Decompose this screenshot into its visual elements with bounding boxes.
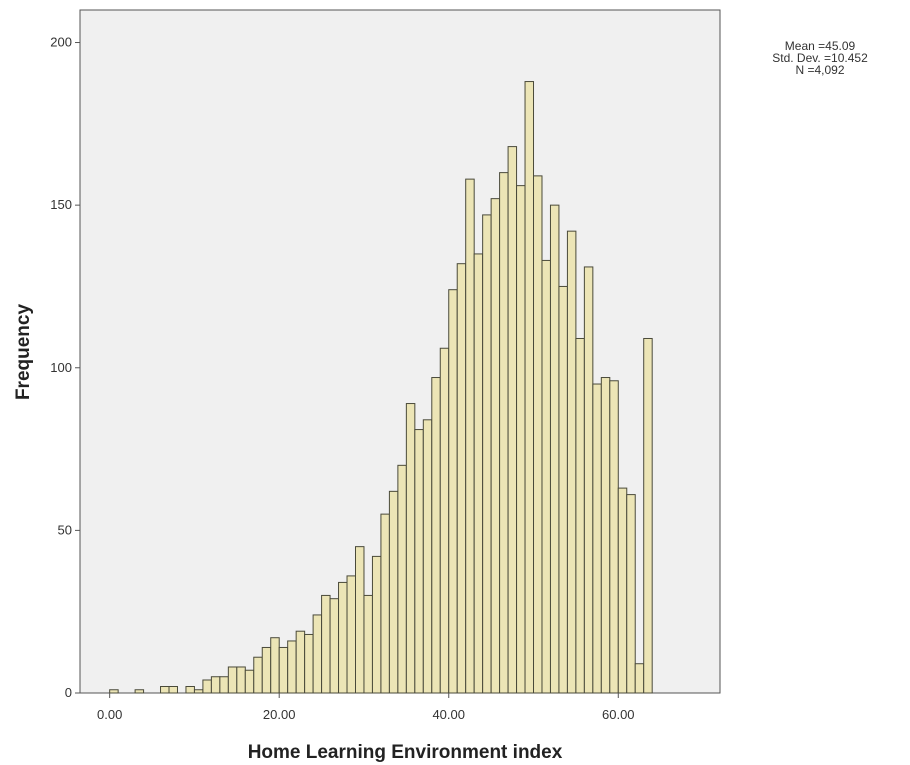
y-tick-label: 100 <box>50 360 72 375</box>
histogram-bar <box>583 266 594 694</box>
histogram-bar <box>549 204 560 694</box>
histogram-bar <box>109 689 119 694</box>
histogram-bar <box>448 289 458 694</box>
histogram-bar <box>473 253 484 694</box>
histogram-bar <box>405 403 416 694</box>
stats-std-dev: Std. Dev. =10.452 <box>772 51 868 65</box>
histogram-bar <box>609 380 619 694</box>
bars-group <box>109 81 653 694</box>
x-axis: 0.00 20.00 40.00 60.00 <box>97 693 635 722</box>
histogram-bar <box>346 575 356 694</box>
x-axis-title: Home Learning Environment index <box>248 742 563 763</box>
x-tick-label: 60.00 <box>602 707 635 722</box>
histogram-bar <box>219 676 229 694</box>
histogram-bar <box>617 487 628 694</box>
y-tick-label: 0 <box>65 685 72 700</box>
histogram-bar <box>355 546 365 694</box>
histogram-bar <box>634 663 645 694</box>
y-tick-label: 150 <box>50 197 72 212</box>
histogram-bar <box>185 686 195 694</box>
stats-n: N =4,092 <box>795 63 845 77</box>
histogram-bar <box>558 285 568 694</box>
histogram-bar <box>422 419 433 694</box>
histogram-bar <box>490 198 501 694</box>
y-tick-label: 50 <box>58 522 72 537</box>
histogram-bar <box>388 490 399 694</box>
histogram-bar <box>160 686 170 694</box>
histogram-bar <box>592 383 602 694</box>
histogram-bar <box>439 347 450 694</box>
histogram-bar <box>414 429 424 694</box>
histogram-bar <box>168 686 178 694</box>
histogram-bar <box>482 214 492 694</box>
histogram-bar <box>329 598 340 694</box>
histogram-bar <box>371 555 382 694</box>
stats-mean: Mean =45.09 <box>784 39 856 53</box>
histogram-bar <box>643 337 653 694</box>
histogram-bar <box>507 146 518 694</box>
y-axis: 0 50 100 150 200 <box>50 35 80 700</box>
histogram-bar <box>321 594 331 694</box>
histogram-bar <box>380 513 390 694</box>
histogram-bar <box>397 464 407 694</box>
histogram-bar <box>304 633 314 694</box>
histogram-bar <box>541 259 551 694</box>
histogram-bar <box>278 646 289 694</box>
histogram-bar <box>533 175 543 694</box>
histogram-bar <box>338 581 348 694</box>
histogram-bar <box>295 630 306 694</box>
x-tick-label: 0.00 <box>97 707 122 722</box>
histogram-bar <box>516 185 526 694</box>
histogram-bar <box>253 656 263 694</box>
histogram-bar <box>456 263 467 694</box>
histogram-bar <box>261 646 272 694</box>
histogram-bar <box>363 594 373 694</box>
histogram-bar <box>431 377 441 694</box>
histogram-bar <box>465 178 475 694</box>
histogram-bar <box>210 676 221 694</box>
histogram-bar <box>600 377 611 694</box>
histogram-bar <box>270 637 280 694</box>
histogram-bar <box>287 640 297 694</box>
x-tick-label: 40.00 <box>432 707 465 722</box>
x-tick-label: 20.00 <box>263 707 296 722</box>
y-tick-label: 200 <box>50 35 72 50</box>
histogram-bar <box>312 614 323 694</box>
statistics-box: Mean =45.09 Std. Dev. =10.452 N =4,092 <box>740 40 900 76</box>
histogram-bar <box>566 230 577 694</box>
histogram-bar <box>626 494 636 694</box>
histogram-bar <box>524 81 535 694</box>
histogram-bar <box>236 666 246 694</box>
histogram-bar <box>499 172 509 694</box>
histogram-bar <box>202 679 212 694</box>
histogram-bar <box>575 337 585 694</box>
histogram-bar <box>193 689 204 694</box>
histogram-bar <box>227 666 238 694</box>
y-axis-title: Frequency <box>13 304 34 401</box>
histogram-bar <box>134 689 145 694</box>
histogram-bar <box>244 669 255 694</box>
